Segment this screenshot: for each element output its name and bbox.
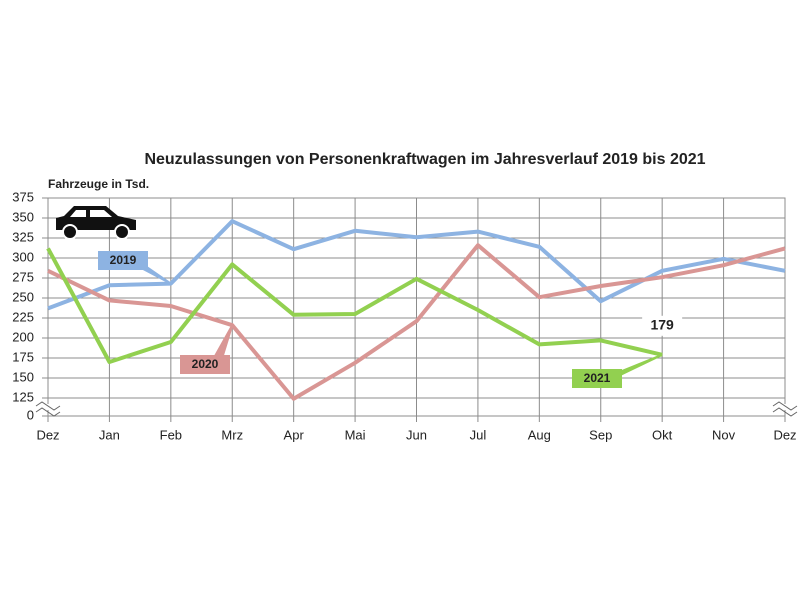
y-tick-label: 225 (12, 309, 34, 324)
x-tick-label: Aug (528, 427, 551, 442)
legend-label: 2020 (192, 357, 219, 371)
y-tick-label: 0 (27, 407, 34, 422)
y-tick-label: 250 (12, 289, 34, 304)
x-tick-label: Sep (589, 427, 612, 442)
x-tick-label: Mrz (221, 427, 243, 442)
x-tick-label: Okt (652, 427, 673, 442)
legend-label: 2021 (584, 371, 611, 385)
axis-break (772, 401, 798, 417)
axis-break (35, 401, 61, 417)
y-tick-label: 175 (12, 349, 34, 364)
x-tick-label: Dez (36, 427, 59, 442)
legend-box (98, 251, 148, 270)
labels: 2019 2020 2021 179 (98, 251, 683, 388)
x-tick-label: Apr (284, 427, 305, 442)
y-tick-label: 275 (12, 269, 34, 284)
y-tick-label: 125 (12, 389, 34, 404)
x-tick-label: Nov (712, 427, 736, 442)
car-icon (56, 206, 136, 240)
y-tick-label: 300 (12, 249, 34, 264)
chart-title: Neuzulassungen von Personenkraftwagen im… (144, 151, 705, 168)
series-line (47, 243, 786, 401)
legend-box (572, 369, 622, 388)
y-tick-label: 150 (12, 369, 34, 384)
y-axis-label: Fahrzeuge in Tsd. (48, 177, 149, 191)
x-tick-label: Feb (160, 427, 182, 442)
x-tick-label: Jun (406, 427, 427, 442)
x-tick-label: Mai (345, 427, 366, 442)
y-tick-label: 375 (12, 189, 34, 204)
axis-break-gap (775, 404, 795, 410)
x-tick-label: Dez (773, 427, 796, 442)
axis-break-gap (38, 404, 58, 410)
y-tick-label: 200 (12, 329, 34, 344)
y-tick-label: 325 (12, 229, 34, 244)
x-tick-label: Jan (99, 427, 120, 442)
value-label-bg (642, 315, 683, 336)
value-label: 179 (650, 317, 674, 333)
legend-box (180, 355, 230, 374)
y-tick-label: 350 (12, 209, 34, 224)
x-tick-label: Jul (470, 427, 487, 442)
series-line (46, 247, 663, 364)
legend-label: 2019 (110, 253, 137, 267)
